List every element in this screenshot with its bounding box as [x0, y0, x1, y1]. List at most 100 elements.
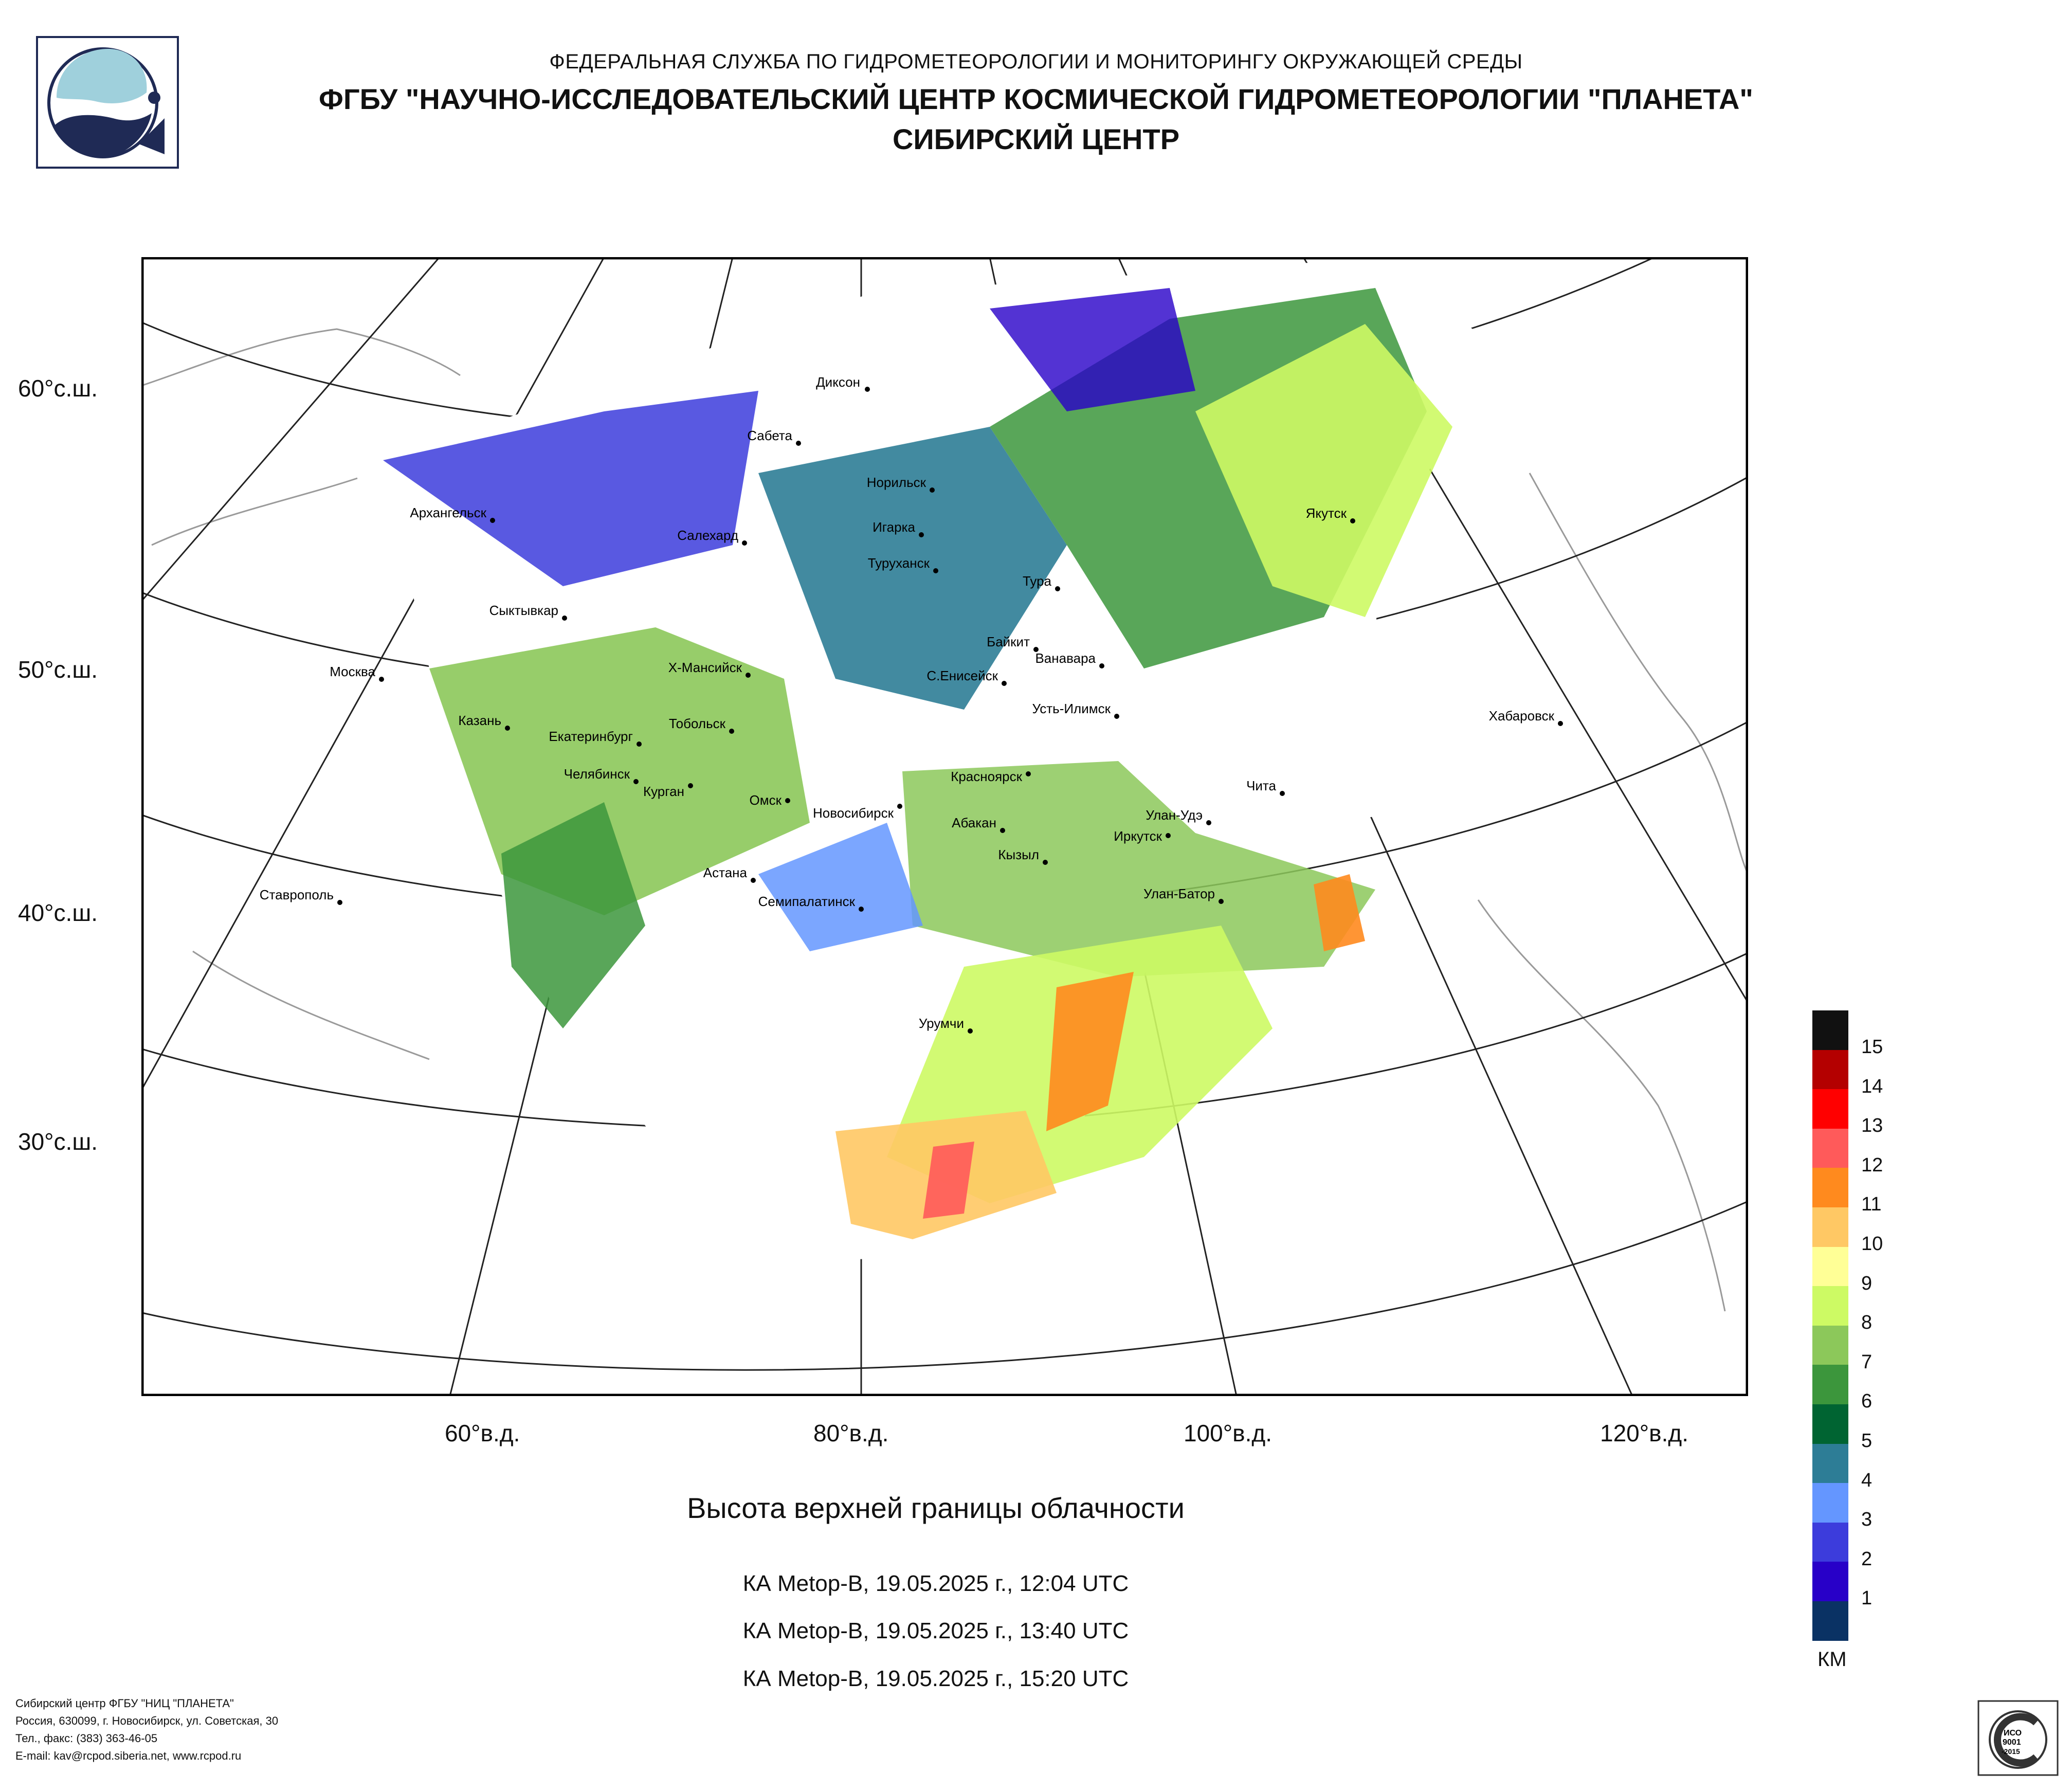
scale-swatch [1812, 1207, 1848, 1247]
svg-text:Новосибирск: Новосибирск [813, 805, 894, 821]
svg-text:Хабаровск: Хабаровск [1489, 708, 1555, 723]
pass-3: КА Metop-B, 19.05.2025 г., 15:20 UTC [742, 1666, 1129, 1691]
city-tura: Тура [1023, 573, 1060, 591]
city-urumqi: Урумчи [919, 1016, 973, 1034]
center-title: СИБИРСКИЙ ЦЕНТР [892, 123, 1180, 155]
city-s-yeniseysk: С.Енисейск [926, 668, 1007, 686]
city-ulaanbaatar: Улан-Батор [1143, 886, 1224, 904]
footer-address: Россия, 630099, г. Новосибирск, ул. Сове… [15, 1714, 279, 1727]
scale-value: 3 [1861, 1509, 1873, 1531]
lat-label-50: 50°с.ш. [18, 656, 98, 683]
svg-text:Х-Мансийск: Х-Мансийск [668, 660, 742, 675]
scale-value: 5 [1861, 1430, 1873, 1452]
city-chita: Чита [1246, 778, 1285, 796]
scale-value: 6 [1861, 1390, 1873, 1413]
city-arkhangelsk: Архангельск [410, 505, 495, 523]
scale-value: 12 [1861, 1154, 1883, 1176]
scale-value: 13 [1861, 1115, 1883, 1137]
svg-text:Кызыл: Кызыл [998, 847, 1039, 862]
svg-text:Игарка: Игарка [873, 519, 915, 535]
svg-text:Улан-Удэ: Улан-Удэ [1146, 807, 1203, 823]
institute-title: ФГБУ "НАУЧНО-ИССЛЕДОВАТЕЛЬСКИЙ ЦЕНТР КОС… [319, 83, 1753, 115]
lon-label-100: 100°в.д. [1184, 1420, 1272, 1446]
city-novosibirsk: Новосибирск [813, 804, 902, 821]
scale-value: 9 [1861, 1272, 1873, 1294]
lon-label-60: 60°в.д. [445, 1420, 520, 1446]
footer-phone: Тел., факс: (383) 363-46-05 [15, 1732, 158, 1745]
svg-text:Сыктывкар: Сыктывкар [489, 603, 558, 618]
iso-badge: ИСО 9001 -2015 [1977, 1700, 2059, 1776]
city-yakutsk: Якутск [1306, 505, 1355, 523]
scale-swatch [1812, 1601, 1848, 1641]
svg-text:-2015: -2015 [2002, 1747, 2020, 1756]
planeta-logo [36, 36, 179, 169]
footer-email: E-mail: kav@rcpod.siberia.net, www.rcpod… [15, 1749, 242, 1762]
svg-text:Красноярск: Красноярск [951, 769, 1022, 784]
city-stavropol: Ставрополь [260, 887, 342, 905]
city-igarka: Игарка [873, 519, 924, 537]
scale-swatch [1812, 1404, 1848, 1444]
scale-value: 2 [1861, 1548, 1873, 1570]
scale-swatch [1812, 1443, 1848, 1484]
svg-text:Екатеринбург: Екатеринбург [549, 729, 633, 744]
scale-swatch [1812, 1246, 1848, 1287]
scale-value: 7 [1861, 1351, 1873, 1373]
city-khanty-mansiysk: Х-Мансийск [668, 660, 751, 678]
product-title: Высота верхней границы облачности [687, 1492, 1185, 1524]
svg-text:Урумчи: Урумчи [919, 1016, 964, 1031]
svg-text:Якутск: Якутск [1306, 505, 1347, 521]
svg-text:Астана: Астана [703, 865, 748, 880]
pass-1: КА Metop-B, 19.05.2025 г., 12:04 UTC [742, 1571, 1129, 1596]
svg-text:Москва: Москва [330, 664, 375, 679]
svg-text:9001: 9001 [2003, 1738, 2021, 1747]
city-sabeta: Сабета [747, 428, 801, 446]
scale-value: 8 [1861, 1312, 1873, 1334]
city-syktyvkar: Сыктывкар [489, 603, 567, 621]
scale-value: 14 [1861, 1075, 1883, 1097]
scale-swatch [1812, 1522, 1848, 1562]
height-color-scale [1812, 1010, 1848, 1641]
scale-swatch [1812, 1365, 1848, 1404]
city-ulan-ude: Улан-Удэ [1146, 807, 1211, 825]
svg-text:Тобольск: Тобольск [669, 716, 726, 731]
scale-swatch [1812, 1483, 1848, 1523]
cloud-top-height-map: Диксон Сабета Норильск Игарка Туруханск … [141, 257, 1748, 1396]
city-salekhard: Салехард [677, 528, 747, 546]
city-turukhansk: Туруханск [868, 555, 938, 573]
scale-swatch [1812, 1010, 1848, 1050]
scale-value: 10 [1861, 1233, 1883, 1255]
city-astana: Астана [703, 865, 756, 883]
pass-2: КА Metop-B, 19.05.2025 г., 13:40 UTC [742, 1618, 1129, 1643]
svg-text:Ванавара: Ванавара [1035, 650, 1096, 666]
svg-text:Диксон: Диксон [816, 374, 860, 390]
scale-unit: КМ [1817, 1648, 1847, 1671]
scale-value: 11 [1861, 1193, 1882, 1216]
agency-title: ФЕДЕРАЛЬНАЯ СЛУЖБА ПО ГИДРОМЕТЕОРОЛОГИИ … [549, 50, 1523, 73]
footer-org: Сибирский центр ФГБУ "НИЦ "ПЛАНЕТА" [15, 1697, 234, 1710]
svg-text:Казань: Казань [458, 713, 501, 728]
svg-text:Семипалатинск: Семипалатинск [758, 894, 856, 909]
svg-text:Салехард: Салехард [677, 528, 738, 543]
city-abakan: Абакан [952, 815, 1005, 833]
scale-value: 4 [1861, 1469, 1873, 1491]
city-khabarovsk: Хабаровск [1489, 708, 1563, 726]
svg-text:Омск: Омск [750, 792, 782, 808]
lat-label-40: 40°с.ш. [18, 899, 98, 926]
scale-swatch [1812, 1286, 1848, 1326]
scale-value: 1 [1861, 1587, 1873, 1609]
svg-text:Иркутск: Иркутск [1114, 828, 1162, 844]
svg-text:С.Енисейск: С.Енисейск [926, 668, 998, 683]
svg-text:Челябинск: Челябинск [564, 766, 630, 782]
scale-swatch [1812, 1089, 1848, 1129]
scale-swatch [1812, 1050, 1848, 1090]
svg-text:Норильск: Норильск [867, 475, 926, 490]
scale-swatch [1812, 1168, 1848, 1207]
city-dikson: Диксон [816, 374, 870, 392]
svg-text:ИСО: ИСО [2004, 1729, 2022, 1738]
lat-label-30: 30°с.ш. [18, 1128, 98, 1155]
city-kurgan: Курган [643, 783, 693, 799]
scale-value: 15 [1861, 1036, 1883, 1058]
city-baikit: Байкит [987, 634, 1039, 652]
city-omsk: Омск [750, 792, 790, 808]
svg-text:Сабета: Сабета [747, 428, 792, 443]
